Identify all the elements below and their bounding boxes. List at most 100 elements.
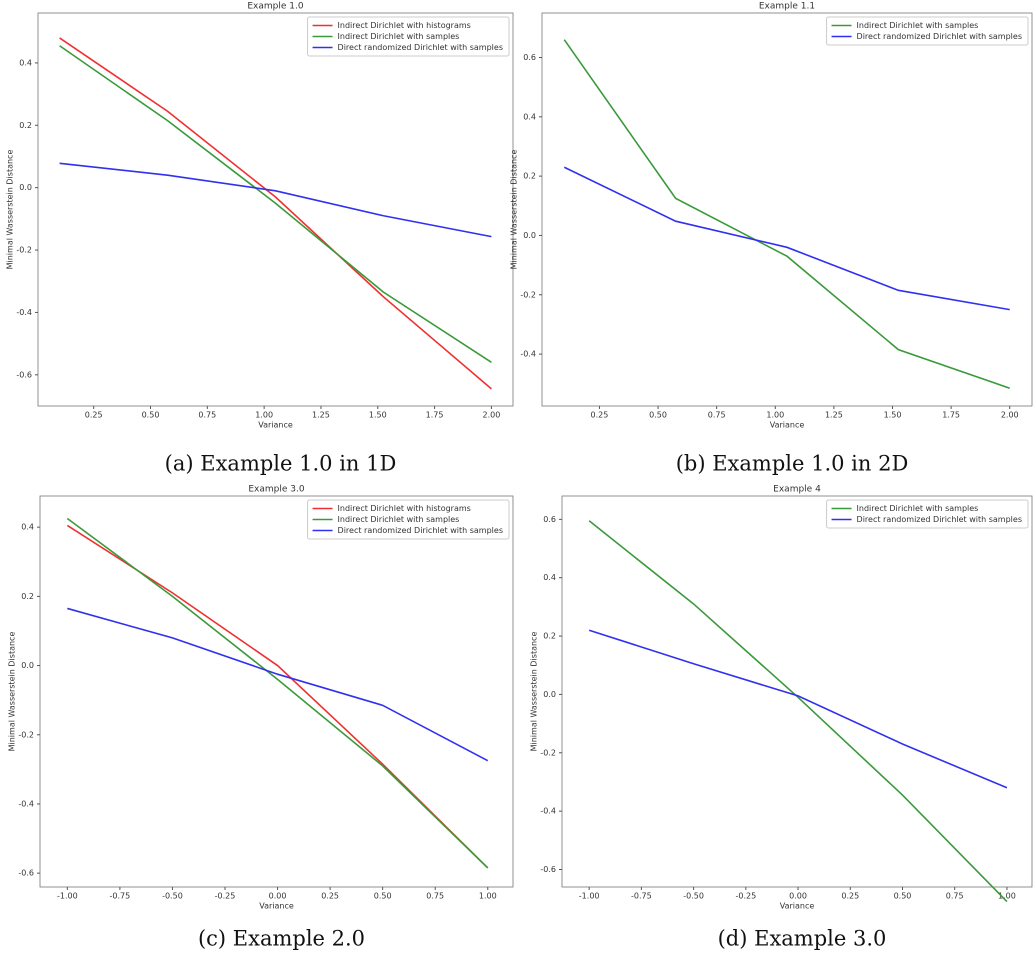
- x-tick-label: 1.50: [884, 411, 902, 420]
- legend-label: Direct randomized Dirichlet with samples: [338, 526, 503, 535]
- series-line: [66, 524, 489, 869]
- chart-title: Example 3.0: [248, 485, 304, 495]
- series-line: [588, 629, 1008, 789]
- x-axis-label: Variance: [258, 421, 293, 430]
- y-tick-label: -0.2: [16, 246, 32, 255]
- legend-label: Indirect Dirichlet with samples: [338, 515, 460, 524]
- legend-label: Indirect Dirichlet with samples: [857, 504, 979, 513]
- y-tick-label: 0.0: [19, 183, 32, 192]
- x-tick-label: 2.00: [483, 411, 501, 420]
- chart-title: Example 1.0: [247, 2, 303, 12]
- x-tick-label: -0.25: [215, 892, 236, 901]
- y-tick-label: 0.4: [523, 112, 536, 121]
- x-tick-label: 0.00: [269, 892, 287, 901]
- y-tick-label: 0.4: [19, 58, 32, 67]
- y-tick-label: 0.0: [543, 690, 556, 699]
- x-tick-label: 1.00: [998, 892, 1016, 901]
- x-tick-label: 0.50: [649, 411, 667, 420]
- series-line: [59, 45, 492, 364]
- x-tick-label: 0.75: [946, 892, 964, 901]
- x-tick-label: 1.25: [825, 411, 843, 420]
- x-tick-label: -0.75: [631, 892, 652, 901]
- plot-frame: [561, 495, 1033, 888]
- y-tick-label: 0.0: [21, 661, 34, 670]
- x-axis-label: Variance: [259, 902, 294, 911]
- x-tick-label: -1.00: [57, 892, 78, 901]
- y-tick-label: -0.2: [540, 748, 556, 757]
- caption: (d) Example 3.0: [718, 927, 887, 951]
- y-tick-label: 0.4: [21, 523, 34, 532]
- y-tick-label: 0.2: [543, 632, 556, 641]
- legend-frame: [826, 499, 1029, 529]
- x-tick-label: -0.50: [683, 892, 704, 901]
- x-tick-label: 1.75: [942, 411, 960, 420]
- x-tick-label: 1.50: [369, 411, 387, 420]
- legend-label: Direct randomized Dirichlet with samples: [857, 515, 1022, 524]
- y-axis-label: Minimal Wasserstein Distance: [530, 632, 539, 752]
- x-tick-label: 1.00: [255, 411, 273, 420]
- legend: Indirect Dirichlet with histograms Indire…: [307, 499, 510, 540]
- legend-label: Indirect Dirichlet with histograms: [338, 21, 471, 30]
- y-tick-label: -0.4: [18, 799, 34, 808]
- y-axis-label: Minimal Wasserstein Distance: [6, 150, 15, 270]
- legend-frame: [307, 16, 510, 57]
- legend-label: Direct randomized Dirichlet with samples: [338, 43, 503, 52]
- x-tick-label: 0.75: [426, 892, 444, 901]
- x-axis-label: Variance: [780, 902, 815, 911]
- y-tick-label: 0.4: [543, 573, 556, 582]
- legend-label: Indirect Dirichlet with samples: [338, 32, 460, 41]
- y-tick-label: 0.2: [21, 592, 34, 601]
- x-tick-label: 0.25: [841, 892, 859, 901]
- chart-panel: 0.25 0.50 0.75 1.00 1.25 1.50 1.75 2.00 -0.6 -0.4…: [6, 2, 514, 476]
- x-tick-label: 1.00: [479, 892, 497, 901]
- x-tick-label: 0.50: [142, 411, 160, 420]
- x-tick-label: 0.25: [321, 892, 339, 901]
- chart-panel: 0.25 0.50 0.75 1.00 1.25 1.50 1.75 2.00 -0.4 -0.2…: [510, 2, 1033, 476]
- x-axis-label: Variance: [770, 421, 805, 430]
- y-axis-label: Minimal Wasserstein Distance: [510, 150, 519, 270]
- y-axis-label: Minimal Wasserstein Distance: [8, 632, 17, 752]
- legend-label: Indirect Dirichlet with histograms: [338, 504, 471, 513]
- series-line: [67, 607, 489, 762]
- y-tick-label: -0.6: [18, 869, 34, 878]
- series-line: [563, 39, 1010, 389]
- y-tick-label: -0.4: [520, 350, 536, 359]
- x-tick-label: 1.75: [426, 411, 444, 420]
- legend-frame: [307, 499, 510, 540]
- legend-label: Direct randomized Dirichlet with samples: [857, 32, 1022, 41]
- legend: Indirect Dirichlet with samples Direct ra…: [826, 499, 1029, 529]
- series-line: [588, 520, 1008, 903]
- plot-frame: [37, 12, 514, 407]
- chart-panel: -1.00 -0.75 -0.50 -0.25 0.00 0.25 0.50 0.75 1.00…: [530, 485, 1033, 951]
- y-tick-label: -0.6: [540, 865, 556, 874]
- y-tick-label: -0.4: [540, 807, 556, 816]
- caption: (a) Example 1.0 in 1D: [165, 452, 397, 476]
- caption: (b) Example 1.0 in 2D: [676, 452, 909, 476]
- series-line: [563, 166, 1010, 311]
- chart-title: Example 4: [773, 485, 821, 495]
- y-tick-label: 0.2: [19, 121, 32, 130]
- y-tick-label: 0.0: [523, 231, 536, 240]
- y-tick-label: 0.6: [523, 53, 536, 62]
- x-tick-label: 1.25: [312, 411, 330, 420]
- y-tick-label: -0.2: [520, 290, 536, 299]
- chart-title: Example 1.1: [759, 2, 815, 12]
- x-tick-label: 2.00: [1001, 411, 1019, 420]
- plot-frame: [541, 12, 1033, 407]
- chart-panel: -1.00 -0.75 -0.50 -0.25 0.00 0.25 0.50 0.75 1.00…: [8, 485, 514, 951]
- x-tick-label: 0.25: [591, 411, 609, 420]
- legend-frame: [826, 16, 1029, 46]
- x-tick-label: -0.50: [162, 892, 183, 901]
- x-tick-label: -1.00: [579, 892, 600, 901]
- series-line: [59, 162, 492, 238]
- legend-label: Indirect Dirichlet with samples: [857, 21, 979, 30]
- y-tick-label: -0.2: [18, 730, 34, 739]
- series-line: [66, 517, 489, 869]
- x-tick-label: 0.25: [85, 411, 103, 420]
- legend: Indirect Dirichlet with samples Direct ra…: [826, 16, 1029, 46]
- x-tick-label: 0.50: [374, 892, 392, 901]
- plot-frame: [39, 495, 514, 888]
- y-tick-label: -0.4: [16, 308, 32, 317]
- x-tick-label: 1.00: [766, 411, 784, 420]
